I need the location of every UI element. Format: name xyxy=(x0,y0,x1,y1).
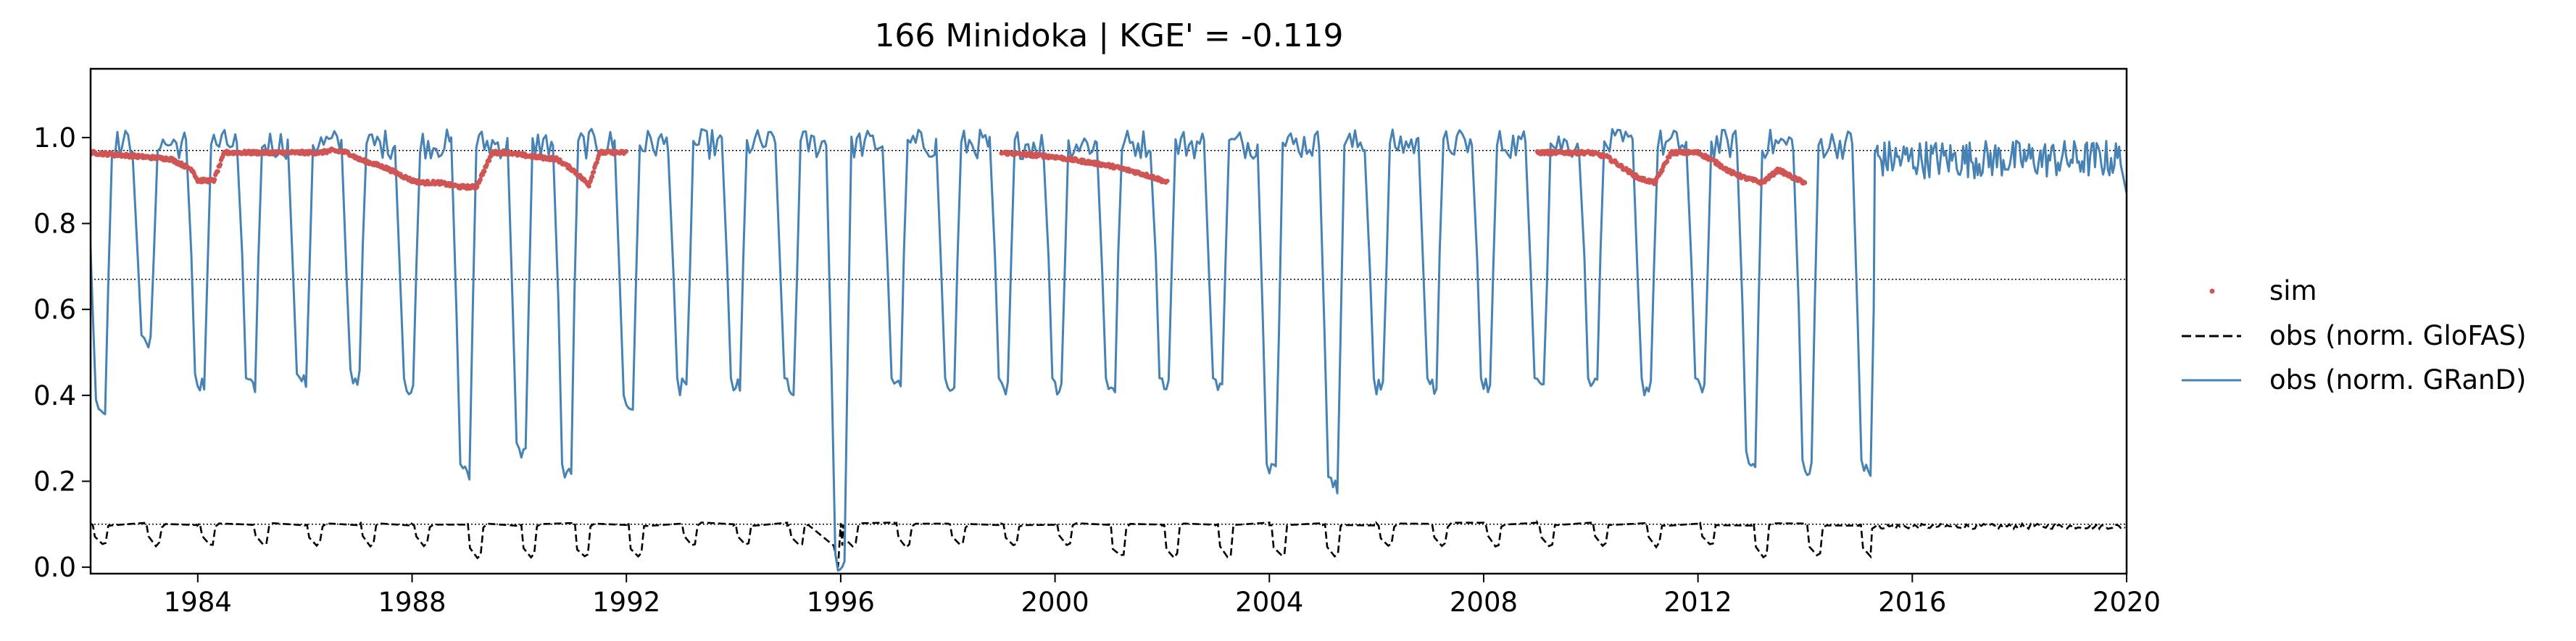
sim-point xyxy=(212,177,217,183)
series-points-sim xyxy=(1534,148,1808,187)
plot-area xyxy=(91,127,2127,572)
x-tick-label: 2016 xyxy=(1878,587,1946,618)
sim-point xyxy=(623,148,628,154)
x-axis: 1984 1988 1992 1996 2000 2004 2008 2012 2016 2020 xyxy=(164,574,2161,618)
y-tick-label: 0.4 xyxy=(33,380,76,411)
chart-title: 166 Minidoka | KGE' = -0.119 xyxy=(874,17,1343,54)
sim-point xyxy=(484,162,489,167)
legend-label-glofas: obs (norm. GloFAS) xyxy=(2269,320,2527,351)
sim-point xyxy=(591,169,597,175)
x-tick-label: 2004 xyxy=(1235,587,1303,618)
x-tick-label: 1996 xyxy=(807,587,875,618)
plot-frame xyxy=(89,67,2128,575)
series-points-sim xyxy=(999,149,1170,185)
series-line-glofas xyxy=(91,519,2126,568)
x-tick-label: 1988 xyxy=(378,587,446,618)
sim-point xyxy=(586,183,591,189)
sim-point xyxy=(1664,159,1670,164)
y-tick-label: 0.8 xyxy=(33,209,76,240)
sim-point xyxy=(215,169,220,174)
y-tick-label: 1.0 xyxy=(33,122,76,154)
sim-point xyxy=(217,162,223,167)
y-tick-label: 0.0 xyxy=(33,552,76,583)
series-points-sim xyxy=(91,146,628,191)
legend-marker-sim xyxy=(2209,288,2215,294)
x-tick-label: 2000 xyxy=(1021,587,1089,618)
legend-label-grand: obs (norm. GRanD) xyxy=(2269,364,2526,395)
sim-point xyxy=(482,169,487,174)
y-axis: 0.0 0.2 0.4 0.6 0.8 1.0 xyxy=(33,122,91,583)
y-tick-label: 0.6 xyxy=(33,294,76,325)
series-line-grand xyxy=(91,127,2127,572)
legend: sim obs (norm. GloFAS) obs (norm. GRanD) xyxy=(2182,275,2527,395)
x-tick-label: 2020 xyxy=(2093,587,2161,618)
sim-point xyxy=(589,174,595,179)
x-tick-label: 1984 xyxy=(164,587,232,618)
x-tick-label: 1992 xyxy=(592,587,660,618)
sim-point xyxy=(1165,178,1170,183)
sim-point xyxy=(486,158,492,164)
sim-point xyxy=(1802,180,1808,185)
legend-label-sim: sim xyxy=(2269,275,2317,306)
sim-point xyxy=(478,177,483,183)
y-tick-label: 0.2 xyxy=(33,466,76,497)
sim-point xyxy=(475,184,480,189)
x-tick-label: 2008 xyxy=(1450,587,1518,618)
x-tick-label: 2012 xyxy=(1664,587,1732,618)
sim-point xyxy=(1660,168,1665,173)
sim-point xyxy=(1667,154,1672,160)
